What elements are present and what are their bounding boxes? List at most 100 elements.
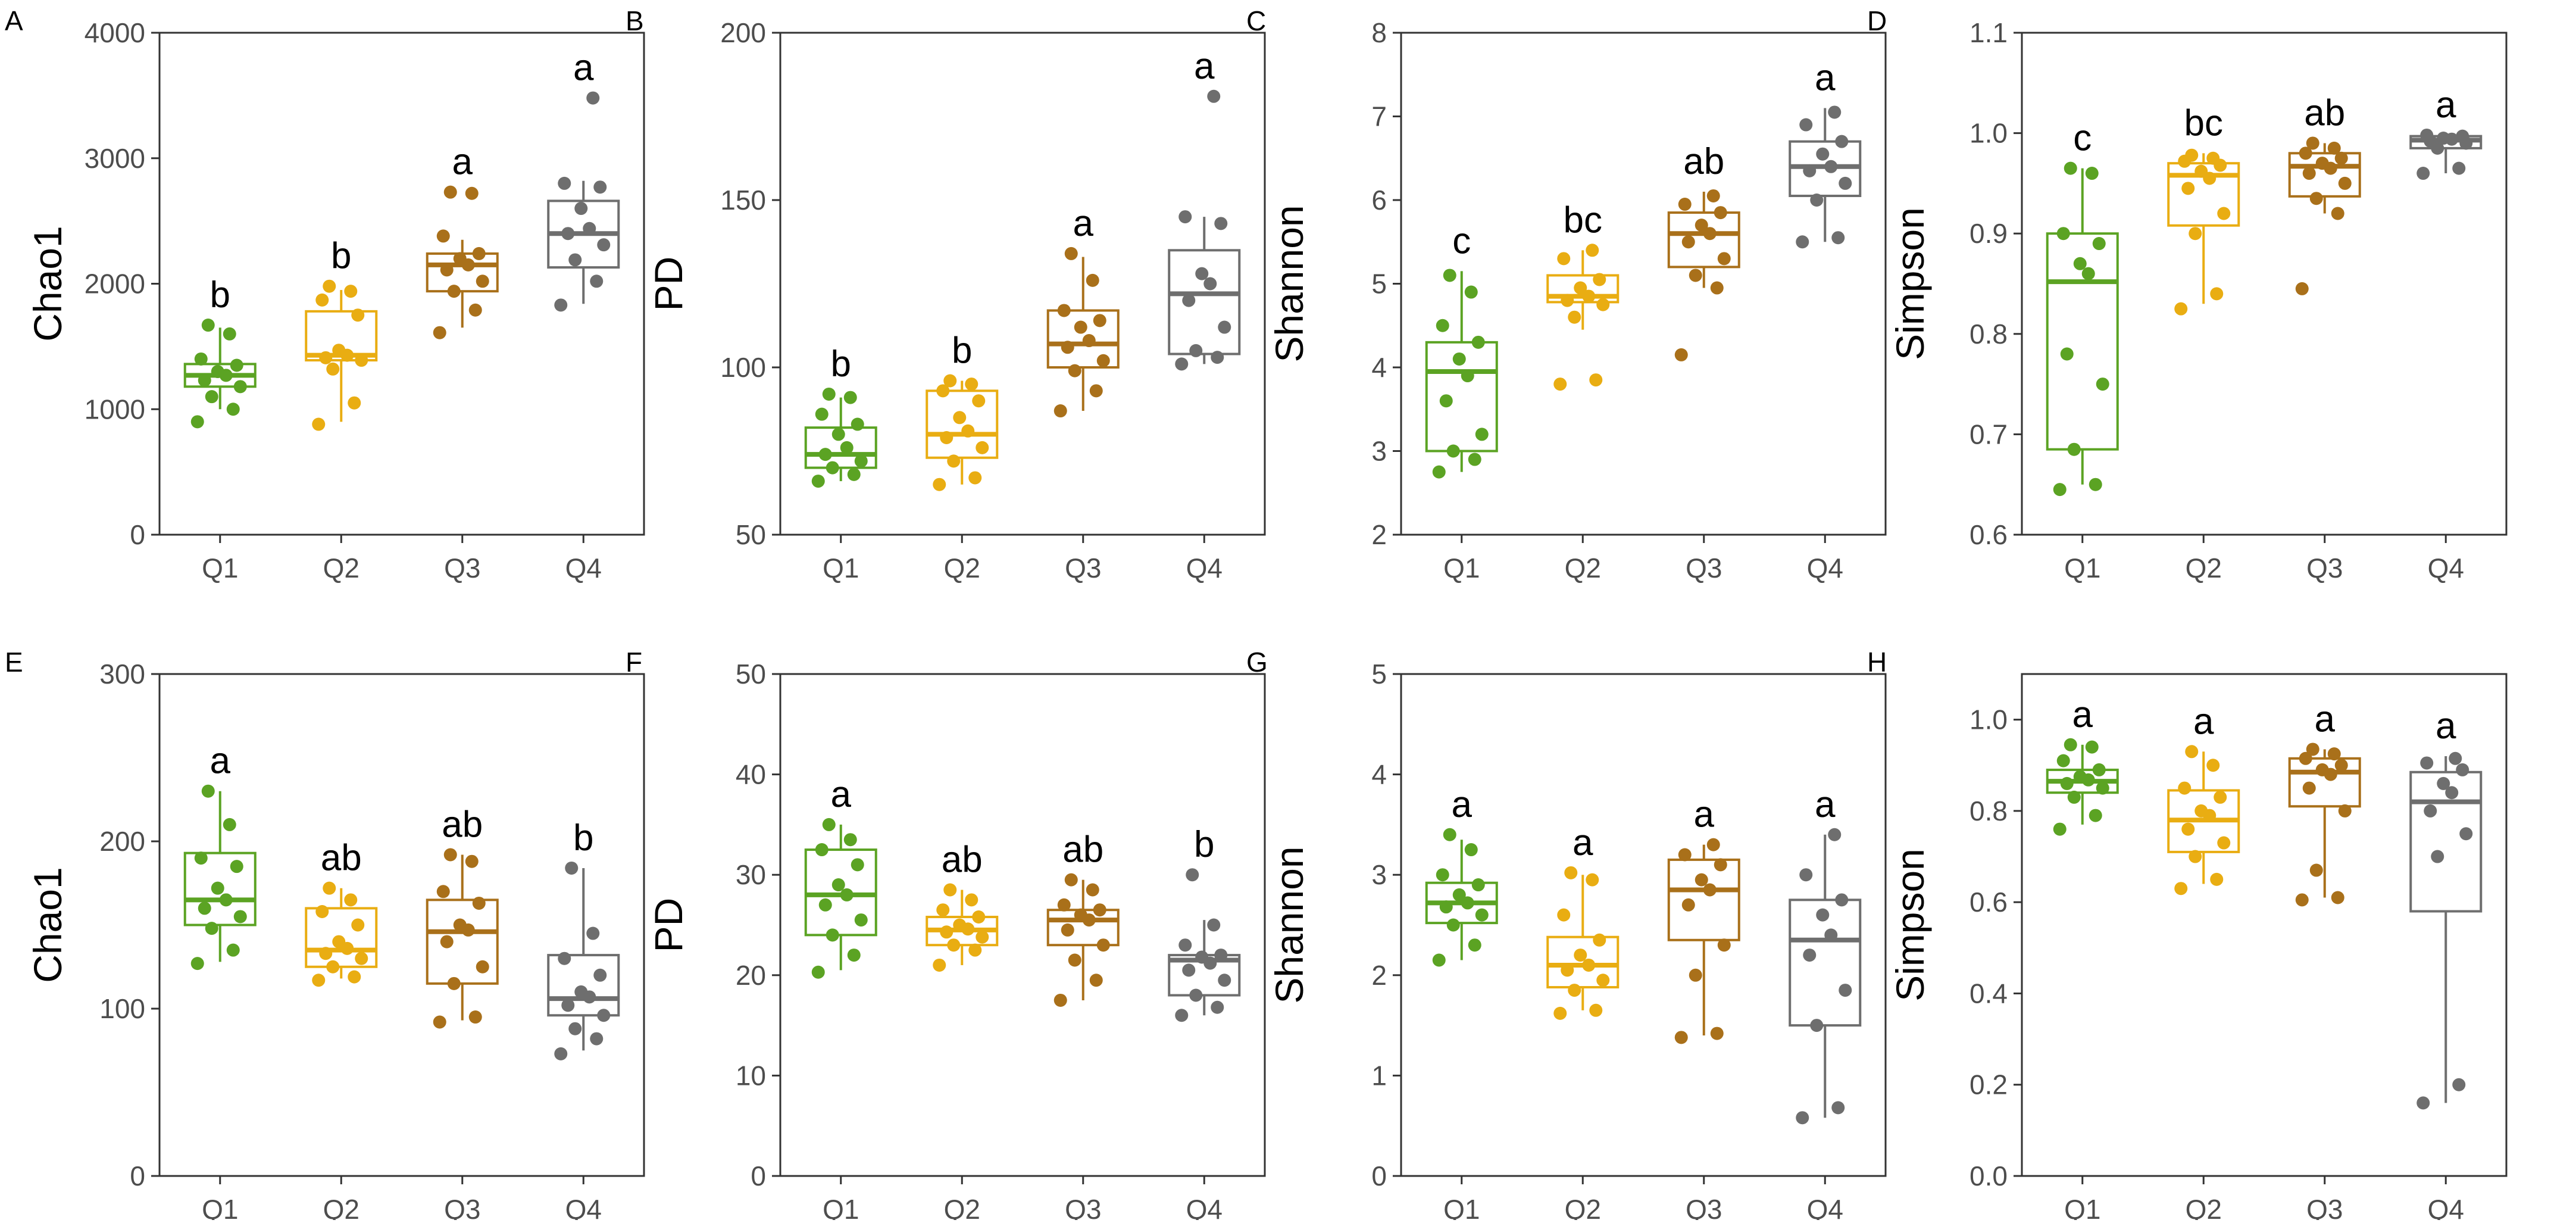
y-tick-label: 0 bbox=[130, 1160, 145, 1191]
panel-g: G Shannon 0 1 2 3 4 5 Q1 Q2 Q3 Q4 a a a a bbox=[1246, 647, 1887, 1223]
box bbox=[1789, 898, 1862, 1027]
significance-letter: b bbox=[952, 330, 972, 371]
y-tick-label: 3000 bbox=[85, 143, 145, 174]
data-point bbox=[2189, 227, 2202, 241]
data-point bbox=[1064, 247, 1078, 260]
data-point bbox=[355, 951, 368, 965]
data-point bbox=[2420, 128, 2434, 142]
significance-letter: ab bbox=[321, 838, 362, 879]
data-point bbox=[1182, 963, 1196, 977]
y-axis-title: Shannon bbox=[1267, 205, 1311, 362]
data-point bbox=[440, 263, 454, 277]
y-tick-label: 2000 bbox=[85, 269, 145, 299]
group-q2: a bbox=[2167, 701, 2240, 896]
data-point bbox=[476, 960, 489, 974]
data-point bbox=[554, 298, 568, 312]
panel-d: D Simpson 0.6 0.7 0.8 0.9 1.0 1.1 Q1 Q2 Q3 Q4 c bc ab a bbox=[1867, 5, 2508, 584]
data-point bbox=[198, 373, 211, 387]
data-point bbox=[1475, 428, 1489, 441]
data-point bbox=[1681, 235, 1695, 249]
y-tick-label: 50 bbox=[736, 659, 766, 690]
data-point bbox=[1553, 377, 1567, 391]
significance-letter: b bbox=[331, 236, 351, 277]
data-point bbox=[972, 394, 986, 408]
data-point bbox=[1706, 838, 1720, 851]
data-point bbox=[2060, 347, 2074, 361]
data-point bbox=[1461, 896, 1474, 910]
data-point bbox=[2420, 756, 2434, 770]
x-tick-label: Q4 bbox=[1186, 1194, 1223, 1220]
panel-label: A bbox=[5, 5, 23, 36]
box bbox=[1667, 858, 1740, 941]
data-point bbox=[443, 185, 457, 199]
y-tick-label: 200 bbox=[99, 826, 145, 857]
significance-letter: a bbox=[2193, 701, 2214, 742]
box bbox=[1667, 211, 1740, 269]
data-point bbox=[1828, 828, 1842, 841]
data-point bbox=[1553, 1006, 1567, 1020]
data-point bbox=[205, 922, 218, 935]
data-point bbox=[1714, 206, 1727, 220]
data-point bbox=[2338, 804, 2352, 818]
data-point bbox=[1061, 923, 1074, 937]
data-point bbox=[2181, 182, 2195, 195]
data-point bbox=[315, 293, 329, 307]
y-tick-label: 0.8 bbox=[1969, 319, 2008, 350]
data-point bbox=[1195, 950, 1209, 964]
data-point bbox=[2064, 738, 2077, 751]
data-point bbox=[826, 461, 839, 475]
data-point bbox=[1443, 828, 1456, 841]
data-point bbox=[968, 943, 982, 957]
data-point bbox=[840, 888, 854, 901]
data-point bbox=[2073, 257, 2087, 270]
group-q4: a bbox=[2409, 85, 2483, 180]
y-tick-label: 150 bbox=[720, 185, 766, 216]
group-q1: a bbox=[1425, 784, 1498, 967]
data-point bbox=[593, 968, 607, 982]
data-point bbox=[943, 374, 957, 388]
data-point bbox=[826, 928, 839, 942]
data-point bbox=[1214, 949, 1228, 962]
data-point bbox=[843, 833, 857, 847]
box bbox=[1046, 309, 1120, 369]
data-point bbox=[561, 227, 575, 241]
group-q2: b bbox=[926, 330, 999, 491]
y-tick-label: 2 bbox=[1371, 519, 1387, 550]
plot-frame bbox=[2021, 32, 2508, 536]
data-point bbox=[568, 1022, 582, 1035]
data-point bbox=[1096, 938, 1110, 952]
data-point bbox=[1678, 198, 1692, 211]
x-tick-label: Q1 bbox=[1443, 553, 1480, 584]
x-tick-label: Q2 bbox=[2186, 553, 2222, 584]
x-tick-label: Q4 bbox=[2428, 553, 2464, 584]
data-point bbox=[453, 918, 467, 932]
group-q3: a bbox=[1046, 203, 1120, 418]
data-point bbox=[593, 180, 607, 194]
data-point bbox=[1557, 252, 1571, 266]
x-tick-label: Q1 bbox=[202, 1194, 238, 1220]
significance-letter: a bbox=[831, 774, 852, 815]
data-point bbox=[2067, 790, 2081, 804]
data-point bbox=[936, 903, 950, 917]
data-point bbox=[1439, 394, 1453, 408]
data-point bbox=[1471, 878, 1485, 892]
group-q4: a bbox=[2409, 706, 2483, 1110]
significance-letter: a bbox=[1815, 784, 1836, 825]
data-point bbox=[1674, 348, 1688, 361]
data-point bbox=[344, 285, 358, 298]
significance-letter: a bbox=[1694, 794, 1715, 835]
data-point bbox=[472, 247, 486, 260]
y-tick-label: 1000 bbox=[85, 394, 145, 425]
x-tick-label: Q3 bbox=[1686, 553, 1722, 584]
data-point bbox=[972, 910, 986, 924]
data-point bbox=[1803, 164, 1817, 177]
data-point bbox=[1175, 357, 1189, 371]
group-q4: b bbox=[547, 818, 620, 1060]
x-tick-label: Q3 bbox=[1686, 1194, 1722, 1220]
data-point bbox=[465, 186, 479, 200]
data-point bbox=[2306, 136, 2319, 150]
data-point bbox=[2064, 161, 2077, 175]
group-q2: a bbox=[1546, 822, 1620, 1020]
data-point bbox=[2056, 227, 2070, 241]
data-point bbox=[198, 901, 211, 915]
